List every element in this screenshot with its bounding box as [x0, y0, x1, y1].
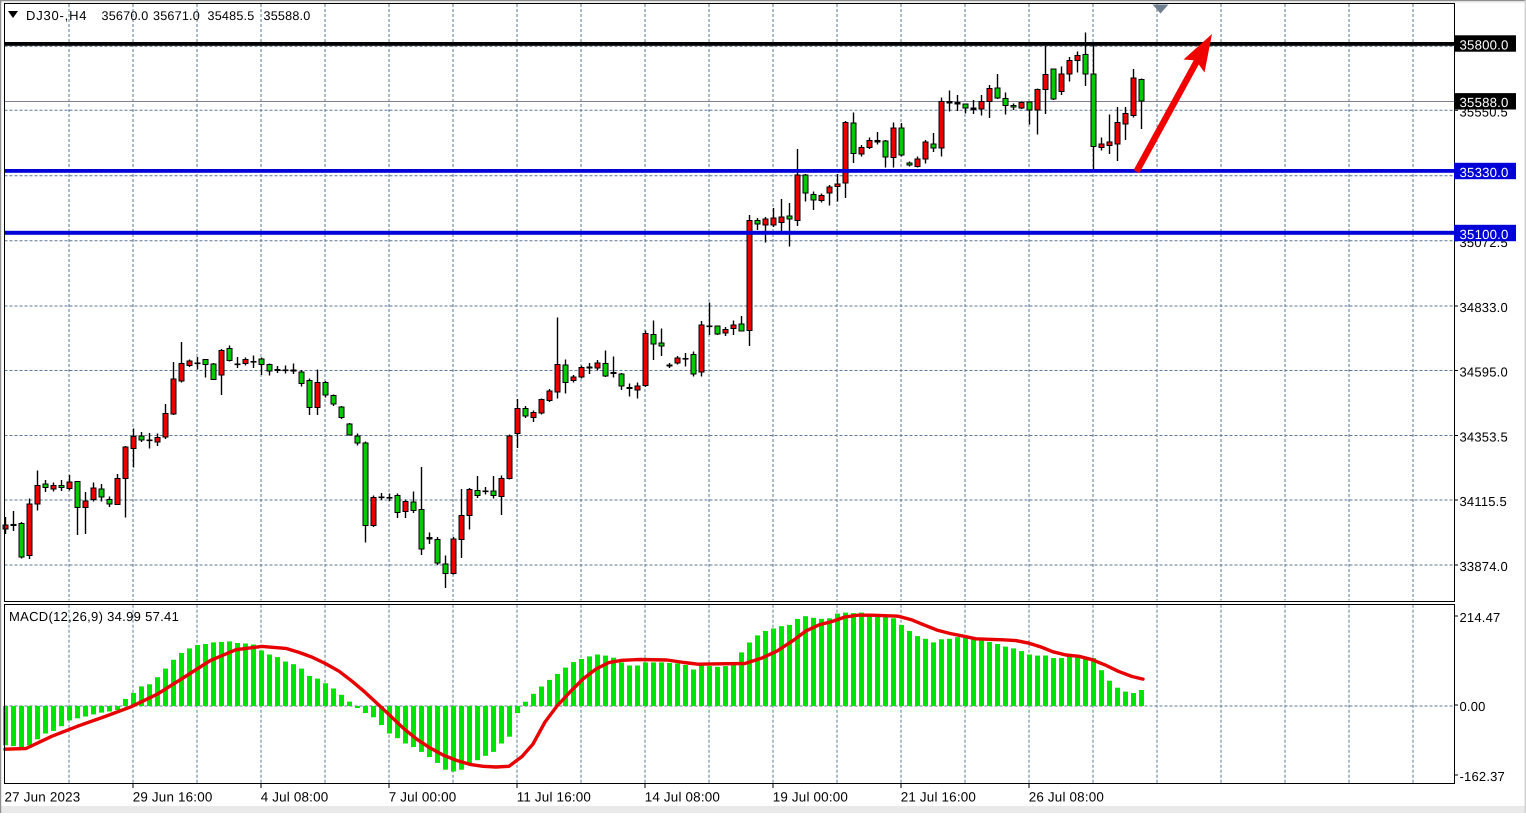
svg-text:DJ30-,H4: DJ30-,H4: [26, 8, 87, 23]
svg-text:19 Jul 00:00: 19 Jul 00:00: [773, 789, 848, 804]
svg-text:35671.0: 35671.0: [153, 9, 200, 23]
svg-text:34115.5: 34115.5: [1460, 494, 1507, 509]
svg-text:35588.0: 35588.0: [1460, 95, 1509, 110]
svg-text:0.00: 0.00: [1460, 699, 1486, 714]
svg-text:35100.0: 35100.0: [1460, 227, 1509, 242]
svg-text:4 Jul 08:00: 4 Jul 08:00: [261, 789, 329, 804]
svg-text:MACD(12,26,9) 34.99 57.41: MACD(12,26,9) 34.99 57.41: [9, 609, 179, 624]
svg-text:29 Jun 16:00: 29 Jun 16:00: [133, 789, 213, 804]
svg-text:14 Jul 08:00: 14 Jul 08:00: [645, 789, 720, 804]
svg-text:35588.0: 35588.0: [264, 9, 311, 23]
svg-text:35670.0: 35670.0: [102, 9, 149, 23]
svg-text:35485.5: 35485.5: [208, 9, 255, 23]
svg-text:35330.0: 35330.0: [1460, 165, 1509, 180]
svg-text:11 Jul 16:00: 11 Jul 16:00: [517, 789, 591, 804]
svg-text:34833.0: 34833.0: [1460, 300, 1508, 315]
svg-text:214.47: 214.47: [1460, 610, 1501, 625]
svg-text:21 Jul 16:00: 21 Jul 16:00: [901, 789, 976, 804]
svg-text:33874.0: 33874.0: [1460, 559, 1508, 574]
svg-text:34595.0: 34595.0: [1460, 365, 1508, 380]
svg-text:26 Jul 08:00: 26 Jul 08:00: [1029, 789, 1104, 804]
svg-text:34353.5: 34353.5: [1460, 430, 1508, 445]
svg-text:7 Jul 00:00: 7 Jul 00:00: [389, 789, 457, 804]
svg-text:-162.37: -162.37: [1460, 769, 1506, 784]
svg-text:27 Jun 2023: 27 Jun 2023: [5, 789, 81, 804]
svg-text:35800.0: 35800.0: [1460, 37, 1509, 52]
